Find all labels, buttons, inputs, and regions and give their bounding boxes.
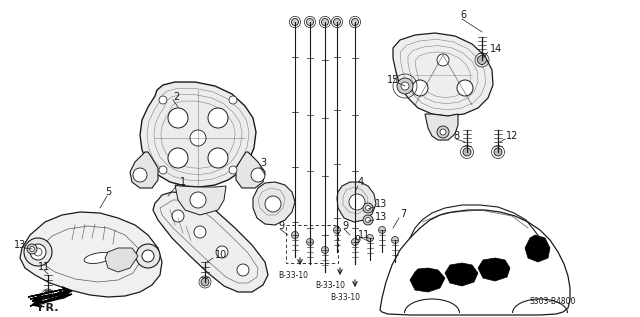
Text: 3: 3 xyxy=(260,158,266,168)
Polygon shape xyxy=(253,182,295,225)
Polygon shape xyxy=(175,185,226,215)
Circle shape xyxy=(349,194,365,210)
Circle shape xyxy=(291,231,298,238)
Text: 15: 15 xyxy=(387,75,399,85)
Circle shape xyxy=(333,18,340,25)
Polygon shape xyxy=(20,212,162,297)
Circle shape xyxy=(477,55,486,64)
Circle shape xyxy=(457,80,473,96)
Circle shape xyxy=(216,246,228,258)
Circle shape xyxy=(251,168,265,182)
Polygon shape xyxy=(445,263,478,286)
Polygon shape xyxy=(410,268,445,292)
Circle shape xyxy=(351,18,358,25)
Circle shape xyxy=(365,217,371,223)
Circle shape xyxy=(494,148,502,156)
Circle shape xyxy=(194,226,206,238)
Circle shape xyxy=(136,244,160,268)
Circle shape xyxy=(168,148,188,168)
Circle shape xyxy=(367,235,374,242)
Circle shape xyxy=(168,108,188,128)
Circle shape xyxy=(30,244,46,260)
Polygon shape xyxy=(30,291,72,299)
Circle shape xyxy=(208,148,228,168)
Circle shape xyxy=(401,82,409,90)
Polygon shape xyxy=(105,248,138,272)
Circle shape xyxy=(27,244,37,254)
Circle shape xyxy=(307,238,314,245)
Circle shape xyxy=(190,192,206,208)
Circle shape xyxy=(437,54,449,66)
Circle shape xyxy=(321,247,328,254)
Text: 7: 7 xyxy=(400,209,406,219)
Text: 14: 14 xyxy=(490,44,502,54)
Circle shape xyxy=(44,291,52,299)
Polygon shape xyxy=(153,192,268,292)
Circle shape xyxy=(307,18,314,25)
Text: 9: 9 xyxy=(278,221,284,231)
Circle shape xyxy=(24,238,52,266)
Text: 9: 9 xyxy=(342,221,348,231)
Text: 9: 9 xyxy=(354,235,360,245)
Polygon shape xyxy=(337,182,376,222)
Polygon shape xyxy=(525,235,550,262)
Text: 8: 8 xyxy=(453,131,459,141)
Circle shape xyxy=(321,18,328,25)
Polygon shape xyxy=(478,258,510,281)
Circle shape xyxy=(363,203,373,213)
Polygon shape xyxy=(28,287,70,297)
Text: 4: 4 xyxy=(358,177,364,187)
Text: 11: 11 xyxy=(358,230,371,240)
Text: 11: 11 xyxy=(38,262,51,272)
Text: 2: 2 xyxy=(173,92,179,102)
Circle shape xyxy=(333,227,340,234)
Polygon shape xyxy=(130,152,158,188)
Circle shape xyxy=(208,108,228,128)
Circle shape xyxy=(133,168,147,182)
Circle shape xyxy=(378,227,385,234)
Ellipse shape xyxy=(84,253,112,263)
Circle shape xyxy=(159,96,167,104)
Polygon shape xyxy=(425,114,458,140)
Circle shape xyxy=(291,18,298,25)
Circle shape xyxy=(365,205,371,210)
Text: 1: 1 xyxy=(180,177,186,187)
Circle shape xyxy=(363,215,373,225)
Text: FR.: FR. xyxy=(38,303,58,313)
Text: B-33-10: B-33-10 xyxy=(330,294,360,302)
Circle shape xyxy=(397,78,413,94)
Text: 6: 6 xyxy=(460,10,466,20)
Polygon shape xyxy=(30,294,72,306)
Circle shape xyxy=(392,236,399,243)
Circle shape xyxy=(351,238,358,245)
Text: S303-B4800: S303-B4800 xyxy=(530,297,577,307)
Circle shape xyxy=(172,210,184,222)
Polygon shape xyxy=(393,33,493,116)
Circle shape xyxy=(440,129,446,135)
Circle shape xyxy=(190,130,206,146)
Circle shape xyxy=(237,264,249,276)
Circle shape xyxy=(265,196,281,212)
Circle shape xyxy=(142,250,154,262)
Circle shape xyxy=(437,126,449,138)
Circle shape xyxy=(159,166,167,174)
Polygon shape xyxy=(140,82,256,187)
Text: 5: 5 xyxy=(105,187,111,197)
Text: 13: 13 xyxy=(375,199,387,209)
Circle shape xyxy=(29,247,35,251)
Circle shape xyxy=(229,166,237,174)
Circle shape xyxy=(229,96,237,104)
Text: B-33-10: B-33-10 xyxy=(315,281,345,289)
Text: 12: 12 xyxy=(506,131,518,141)
Text: 10: 10 xyxy=(215,250,227,260)
Text: 13: 13 xyxy=(14,240,26,250)
Circle shape xyxy=(412,80,428,96)
Polygon shape xyxy=(236,152,265,188)
Text: B-33-10: B-33-10 xyxy=(278,270,308,280)
Circle shape xyxy=(463,148,471,156)
Text: 13: 13 xyxy=(375,212,387,222)
Circle shape xyxy=(201,278,209,286)
